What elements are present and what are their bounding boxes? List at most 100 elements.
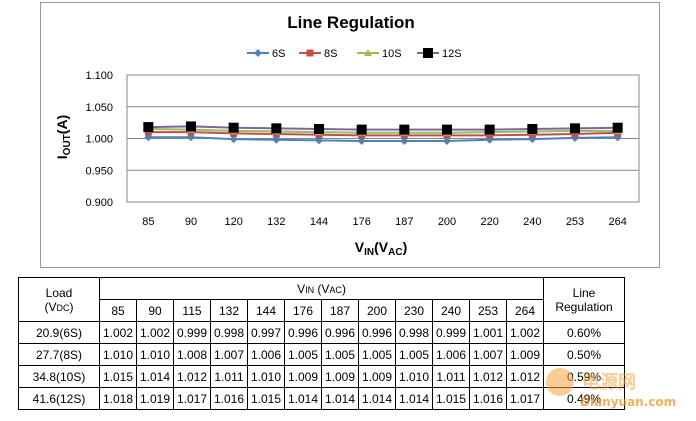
value-cell: 1.010 [99,343,137,366]
regulation-cell: 0.50% [543,343,625,366]
value-cell: 1.010 [395,365,433,388]
value-cell: 1.009 [284,365,322,388]
data-point [612,122,623,133]
vin-column-header: 85 [99,299,137,322]
vin-column-header: 200 [358,299,396,322]
series-line [148,131,618,137]
data-point [271,123,282,134]
value-cell: 0.999 [173,321,211,344]
legend-item-12S: 12S [417,48,462,60]
x-tick-label: 264 [608,216,626,228]
legend-label: 8S [324,48,337,60]
value-cell: 1.012 [469,365,507,388]
x-tick-label: 85 [142,216,154,228]
value-cell: 1.014 [395,387,433,410]
data-point [254,49,262,57]
value-cell: 0.997 [247,321,285,344]
x-tick-label: 120 [224,216,242,228]
regulation-cell: 0.60% [543,321,625,344]
y-tick-label: 0.900 [85,197,113,209]
value-cell: 0.996 [321,321,359,344]
table-row: 27.7(8S) 1.010 1.010 1.008 1.007 1.006 1.005 1.… [18,343,625,366]
x-tick-label: 90 [185,216,197,228]
value-cell: 1.008 [173,343,211,366]
data-point [527,123,538,134]
line-regulation-chart: Line Regulation 6S 8S 10S 12S 1.100 1.050 1.0… [40,2,660,268]
value-cell: 1.016 [469,387,507,410]
value-cell: 1.018 [99,387,137,410]
value-cell: 1.010 [136,343,174,366]
data-point [229,135,238,144]
data-point [486,131,494,139]
value-cell: 1.006 [247,343,285,366]
value-cell: 1.002 [506,321,544,344]
regulation-cell: 0.59% [543,365,625,388]
table-header-row: Load (VDC) VIN (VAC) Line Regulation [18,277,625,322]
series-line [148,136,618,143]
vin-column-header: 176 [284,299,322,322]
value-cell: 1.012 [173,365,211,388]
value-cell: 1.016 [210,387,248,410]
value-cell: 0.998 [395,321,433,344]
value-cell: 1.007 [469,343,507,366]
value-cell: 0.998 [210,321,248,344]
chart-svg: Line Regulation 6S 8S 10S 12S 1.100 1.050 1.0… [54,13,640,258]
data-point [400,137,409,146]
series-line [148,125,618,131]
x-tick-label: 200 [438,216,456,228]
chart-grid [126,74,640,203]
data-point [143,122,154,133]
vin-column-header: 187 [321,299,359,322]
load-cell: 20.9(6S) [18,321,100,344]
value-cell: 1.014 [284,387,322,410]
vin-header: VIN (VAC) [99,277,544,300]
value-cell: 1.009 [321,365,359,388]
data-point [144,128,152,136]
chart-title: Line Regulation [287,13,415,32]
plot-frame [126,74,640,203]
vin-column-header: 253 [469,299,507,322]
x-axis-ticks: 85 90 120 132 144 176 187 200 220 240 253 264 [142,216,627,228]
value-cell: 1.014 [136,365,174,388]
data-point [186,121,196,132]
data-point [423,48,433,58]
x-tick-label: 144 [310,216,328,228]
load-cell: 34.8(10S) [18,365,100,388]
value-cell: 1.019 [136,387,174,410]
vin-column-header: 90 [136,299,174,322]
table-column-row: 85 90 115 132 144 176 187 200 230 240 253 264 [19,299,625,322]
series-line [148,127,618,134]
value-cell: 0.999 [432,321,470,344]
value-cell: 1.015 [99,365,137,388]
data-point [314,123,324,134]
regulation-header: Line Regulation [543,277,625,322]
data-point [364,49,372,56]
x-tick-label: 132 [267,216,285,228]
data-point [442,124,452,135]
value-cell: 1.001 [469,321,507,344]
y-tick-label: 1.050 [85,102,113,114]
legend-item-8S: 8S [299,48,337,60]
data-point [357,137,366,146]
series-12S [143,121,623,135]
legend-label: 6S [272,48,285,60]
legend-label: 12S [442,48,462,60]
x-tick-label: 176 [352,216,370,228]
data-point [570,123,580,134]
load-cell: 41.6(12S) [18,387,100,410]
y-axis-label: IOUT(A) [54,115,73,159]
vin-column-header: 240 [432,299,470,322]
value-cell: 1.015 [432,387,470,410]
y-axis-ticks: 1.100 1.050 1.000 0.950 0.900 [85,70,113,209]
y-tick-label: 0.950 [85,165,113,177]
value-cell: 0.996 [284,321,322,344]
x-tick-label: 253 [566,216,584,228]
vin-column-header: 230 [395,299,433,322]
value-cell: 1.005 [395,343,433,366]
value-cell: 1.002 [136,321,174,344]
value-cell: 1.009 [506,343,544,366]
table-row: 20.9(6S) 1.002 1.002 0.999 0.998 0.997 0.996 0.… [18,321,625,344]
data-point [272,135,281,144]
vin-column-header: 144 [247,299,285,322]
table-row: 34.8(10S) 1.015 1.014 1.012 1.011 1.010 1.009 1… [18,365,625,388]
